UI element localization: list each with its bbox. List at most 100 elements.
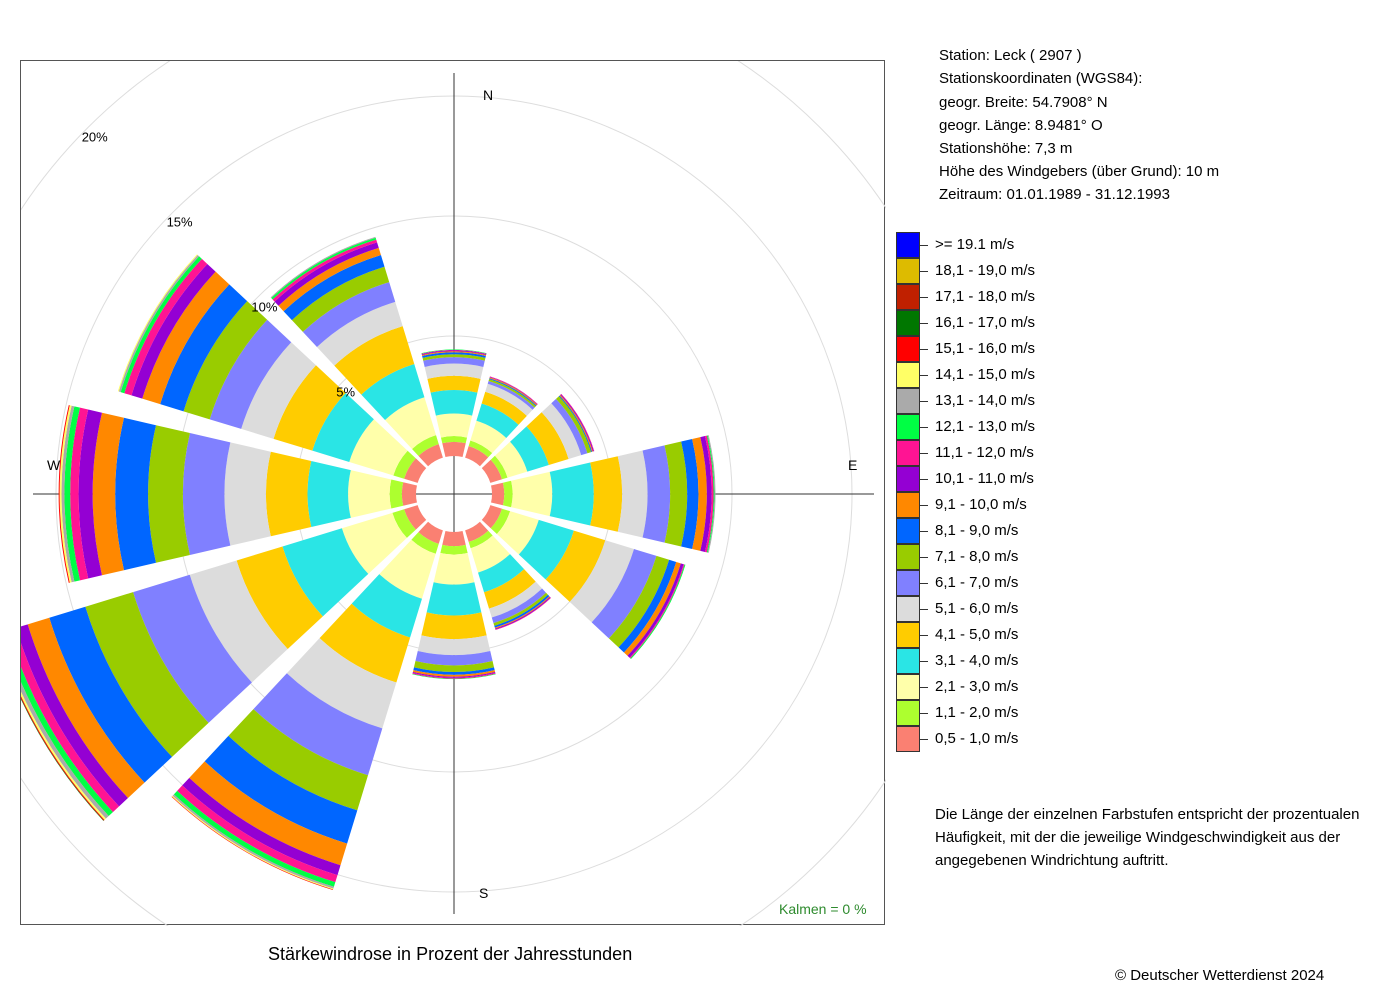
segment-90-bin-7	[664, 441, 688, 547]
segment-240-bin-2	[341, 512, 407, 574]
sensor-height: Höhe des Windgebers (über Grund): 10 m	[939, 163, 1220, 180]
legend-swatch	[896, 258, 920, 284]
segment-240-bin-9	[27, 617, 145, 799]
legend-tick	[920, 349, 928, 350]
legend-tick	[920, 661, 928, 662]
segment-90-bin-6	[642, 445, 671, 543]
segment-210-bin-10	[182, 777, 341, 876]
segment-210-bin-12	[173, 790, 336, 887]
segment-210-bin-1	[411, 532, 439, 554]
legend-tick	[920, 297, 928, 298]
segment-0-bin-0	[442, 441, 466, 457]
legend-label: >= 19.1 m/s	[935, 236, 1015, 253]
compass-label-n: N	[483, 87, 493, 103]
legend-tick	[920, 401, 928, 402]
legend-tick	[920, 687, 928, 688]
segment-300-bin-0	[404, 458, 427, 483]
segment-150-bin-6	[491, 588, 547, 624]
segment-90-bin-4	[590, 456, 623, 532]
legend-swatch	[896, 336, 920, 362]
segment-270-bin-10	[78, 409, 102, 579]
segment-270-bin-8	[115, 417, 156, 571]
segment-0-bin-3	[430, 390, 478, 416]
segment-330-bin-5	[316, 301, 403, 366]
segment-300-bin-6	[209, 319, 292, 429]
legend-tick	[920, 479, 928, 480]
segment-0-bin-5	[424, 363, 484, 379]
wedge-dir-180	[412, 531, 496, 680]
segment-300-bin-10	[131, 263, 216, 399]
compass-label-w: W	[47, 457, 61, 473]
segment-30-bin-2	[470, 420, 507, 454]
legend-item: 4,1 - 5,0 m/s	[896, 622, 1096, 648]
segment-240-bin-1	[392, 509, 416, 538]
segment-210-bin-8	[204, 735, 358, 844]
segment-330-bin-2	[385, 397, 437, 450]
segment-180-bin-5	[417, 635, 491, 656]
segment-150-bin-0	[465, 521, 489, 543]
segment-300-bin-12	[120, 256, 202, 394]
legend-tick	[920, 245, 928, 246]
legend-swatch	[896, 310, 920, 336]
wedge-dir-30	[465, 376, 538, 467]
legend-item: 7,1 - 8,0 m/s	[896, 544, 1096, 570]
segment-30-bin-3	[476, 403, 519, 438]
segment-270-bin-3	[307, 461, 351, 527]
segment-60-bin-5	[541, 403, 582, 459]
legend-swatch	[896, 518, 920, 544]
segment-120-bin-6	[591, 549, 657, 639]
legend-label: 2,1 - 3,0 m/s	[935, 678, 1019, 695]
segment-90-bin-11	[704, 435, 714, 553]
segment-0-bin-9	[421, 351, 487, 356]
legend-item: 11,1 - 12,0 m/s	[896, 440, 1096, 466]
segment-30-bin-7	[488, 379, 536, 408]
segment-300-bin-3	[312, 392, 374, 462]
segment-150-bin-3	[478, 554, 525, 593]
legend-item: 9,1 - 10,0 m/s	[896, 492, 1096, 518]
legend-swatch	[896, 648, 920, 674]
legend-tick	[920, 609, 928, 610]
legend-tick	[920, 427, 928, 428]
segment-150-bin-8	[494, 594, 550, 628]
segment-210-bin-5	[286, 638, 397, 729]
legend-item: 17,1 - 18,0 m/s	[896, 284, 1096, 310]
segment-240-bin-6	[133, 574, 252, 723]
segment-240-bin-8	[49, 606, 173, 783]
station-latitude: geogr. Breite: 54.7908° N	[939, 94, 1108, 111]
segment-300-bin-2	[349, 419, 408, 476]
wedge-dir-120	[481, 505, 686, 660]
legend-tick	[920, 453, 928, 454]
segment-120-bin-9	[623, 561, 681, 656]
segment-180-bin-11	[412, 672, 496, 679]
segment-300-bin-5	[241, 342, 316, 439]
segment-210-bin-3	[351, 574, 422, 638]
segment-210-bin-9	[189, 761, 348, 866]
legend-swatch	[896, 726, 920, 752]
legend-swatch	[896, 700, 920, 726]
legend-tick	[920, 505, 928, 506]
legend-tick	[920, 583, 928, 584]
legend-swatch	[896, 284, 920, 310]
segment-90-bin-13	[707, 435, 716, 553]
segment-180-bin-4	[421, 612, 487, 640]
legend-item: 3,1 - 4,0 m/s	[896, 648, 1096, 674]
legend-label: 4,1 - 5,0 m/s	[935, 626, 1019, 643]
legend-item: 14,1 - 15,0 m/s	[896, 362, 1096, 388]
segment-60-bin-3	[510, 426, 549, 472]
legend-item: 5,1 - 6,0 m/s	[896, 596, 1096, 622]
segment-180-bin-8	[413, 667, 495, 675]
legend-label: 16,1 - 17,0 m/s	[935, 314, 1036, 331]
segment-90-bin-3	[549, 462, 594, 526]
chart-title: Stärkewindrose in Prozent der Jahresstun…	[268, 944, 633, 964]
segment-330-bin-6	[302, 282, 396, 348]
segment-30-bin-1	[468, 440, 493, 458]
wedge-dir-150	[465, 521, 551, 630]
segment-120-bin-1	[490, 508, 511, 534]
legend-tick	[920, 635, 928, 636]
legend-tick	[920, 713, 928, 714]
legend-label: 8,1 - 9,0 m/s	[935, 522, 1019, 539]
ring-label-20: 20%	[82, 130, 108, 145]
ring-label-5: 5%	[336, 384, 355, 399]
wedge-dir-270	[58, 405, 417, 583]
legend-swatch	[896, 570, 920, 596]
